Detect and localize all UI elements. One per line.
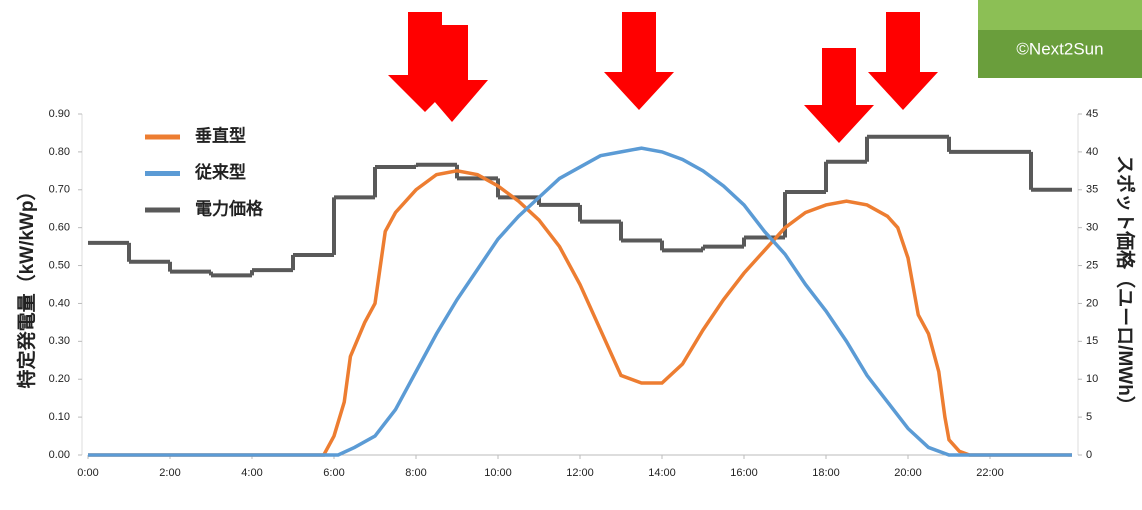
x-tick-label: 22:00 [976,467,1004,479]
x-tick-label: 18:00 [812,467,840,479]
arrow [804,48,874,143]
y2-axis-title: スポット価格（ユーロ/MWh） [1114,155,1137,415]
y-tick-label: 0.30 [49,335,70,347]
y-tick-label: 0.10 [49,411,70,423]
arrow [868,12,938,110]
y2-tick-label: 35 [1086,184,1098,196]
legend-label: 従来型 [194,162,246,182]
photo-grass [978,0,1142,30]
x-tick-label: 2:00 [159,467,180,479]
y-tick-label: 0.50 [49,259,70,271]
y-tick-label: 0.60 [49,222,70,234]
y2-tick-label: 30 [1086,222,1098,234]
x-tick-label: 10:00 [484,467,512,479]
y2-tick-label: 10 [1086,373,1098,385]
y-tick-label: 0.40 [49,297,70,309]
legend-label: 電力価格 [195,198,264,218]
x-tick-label: 12:00 [566,467,594,479]
x-tick-label: 0:00 [77,467,98,479]
y-tick-label: 0.20 [49,373,70,385]
legend-label: 垂直型 [195,125,246,145]
chart: ©Next2Sun 特定発電量（kW/kWp） スポット価格（ユーロ/MWh） … [0,0,1142,510]
x-tick-label: 8:00 [405,467,426,479]
x-tick-label: 16:00 [730,467,758,479]
y-tick-label: 0.80 [49,146,70,158]
y2-tick-label: 25 [1086,259,1098,271]
y2-tick-label: 15 [1086,335,1098,347]
y2-tick-label: 20 [1086,297,1098,309]
arrow [604,12,674,110]
y2-tick-label: 45 [1086,108,1098,120]
photo-credit: ©Next2Sun [1016,39,1103,58]
y-tick-label: 0.90 [49,108,70,120]
y-axis-title: 特定発電量（kW/kWp） [15,182,38,389]
y2-tick-label: 0 [1086,449,1092,461]
y-tick-label: 0.00 [49,449,70,461]
x-tick-label: 20:00 [894,467,922,479]
x-tick-label: 14:00 [648,467,676,479]
x-tick-label: 6:00 [323,467,344,479]
y2-tick-label: 5 [1086,411,1092,423]
x-tick-label: 4:00 [241,467,262,479]
arrows [388,12,938,143]
y2-tick-label: 40 [1086,146,1098,158]
y-tick-label: 0.70 [49,184,70,196]
